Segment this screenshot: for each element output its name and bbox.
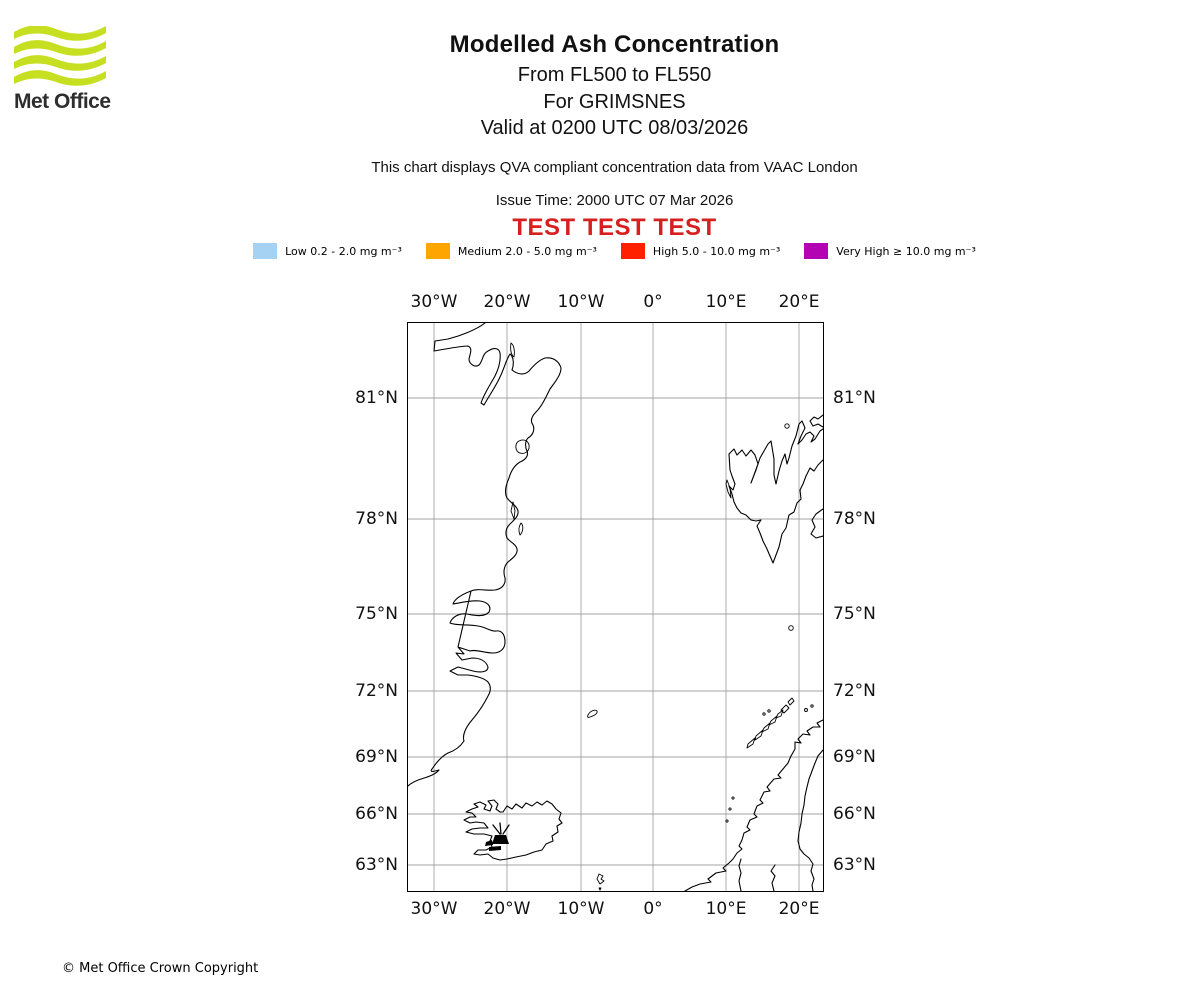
legend-item-high: High 5.0 - 10.0 mg m⁻³ bbox=[620, 243, 781, 259]
met-office-logo: Met Office bbox=[14, 26, 124, 114]
coastline-norway bbox=[684, 719, 823, 891]
islands-lofoten bbox=[725, 697, 814, 823]
legend-item-medium: Medium 2.0 - 5.0 mg m⁻³ bbox=[425, 243, 597, 259]
lon-label: 20°W bbox=[483, 899, 531, 919]
lat-label: 72°N bbox=[833, 681, 876, 701]
norway-fjord-line bbox=[797, 749, 823, 891]
lat-label: 69°N bbox=[833, 747, 876, 767]
lat-label: 63°N bbox=[355, 855, 398, 875]
legend-label: Low 0.2 - 2.0 mg m⁻³ bbox=[285, 244, 402, 258]
greenland-islets bbox=[510, 342, 530, 536]
lat-label: 81°N bbox=[355, 388, 398, 408]
lat-label: 78°N bbox=[355, 509, 398, 529]
lon-label: 0° bbox=[643, 292, 663, 312]
lat-label: 72°N bbox=[355, 681, 398, 701]
island-jan-mayen bbox=[587, 709, 598, 718]
lat-label: 75°N bbox=[355, 604, 398, 624]
gridlines bbox=[408, 323, 823, 891]
legend-label: Very High ≥ 10.0 mg m⁻³ bbox=[836, 244, 976, 258]
legend-label: High 5.0 - 10.0 mg m⁻³ bbox=[652, 244, 781, 258]
logo-wordmark: Met Office bbox=[14, 90, 111, 113]
volcano-marker bbox=[485, 822, 510, 851]
map-canvas bbox=[408, 323, 823, 891]
lon-label: 0° bbox=[643, 899, 663, 919]
island-bear bbox=[788, 625, 794, 631]
lon-label: 10°W bbox=[557, 899, 605, 919]
islands-faroe bbox=[596, 873, 605, 891]
subtitle-valid-time: Valid at 0200 UTC 08/03/2026 bbox=[480, 117, 749, 139]
lat-label: 81°N bbox=[833, 388, 876, 408]
lon-label: 20°E bbox=[778, 899, 820, 919]
lat-label: 63°N bbox=[833, 855, 876, 875]
coastline-svalbard bbox=[728, 420, 823, 564]
coastline-edgeoya bbox=[810, 508, 823, 539]
legend-label: Medium 2.0 - 5.0 mg m⁻³ bbox=[457, 244, 597, 258]
lon-label: 10°E bbox=[705, 899, 747, 919]
coastline-greenland bbox=[408, 323, 562, 787]
lon-label: 20°W bbox=[483, 292, 531, 312]
coastline-iceland bbox=[463, 799, 563, 861]
lat-label: 75°N bbox=[833, 604, 876, 624]
lat-label: 78°N bbox=[833, 509, 876, 529]
legend-swatch-high bbox=[620, 243, 645, 259]
map-panel: 30°W 20°W 10°W 0° 10°E 20°E 30°W 20°W 10… bbox=[355, 292, 876, 919]
logo-waves-icon bbox=[14, 26, 106, 86]
legend-swatch-medium bbox=[425, 243, 450, 259]
norway-coast-line-2 bbox=[770, 864, 776, 891]
svalbard-islet bbox=[784, 423, 790, 429]
lon-label: 20°E bbox=[778, 292, 820, 312]
island-prins-karls bbox=[725, 479, 732, 499]
legend-item-very-high: Very High ≥ 10.0 mg m⁻³ bbox=[804, 243, 976, 259]
legend-item-low: Low 0.2 - 2.0 mg m⁻³ bbox=[253, 243, 402, 259]
test-banner: TEST TEST TEST bbox=[512, 214, 717, 241]
lon-label: 30°W bbox=[410, 899, 458, 919]
subtitle-flight-levels: From FL500 to FL550 bbox=[517, 64, 712, 86]
legend: Low 0.2 - 2.0 mg m⁻³ Medium 2.0 - 5.0 mg… bbox=[29, 243, 1200, 259]
lon-label: 10°E bbox=[705, 292, 747, 312]
lat-label: 66°N bbox=[833, 804, 876, 824]
legend-swatch-very-high bbox=[804, 243, 829, 259]
norway-coast-line-3 bbox=[738, 858, 742, 891]
issue-time: Issue Time: 2000 UTC 07 Mar 2026 bbox=[495, 192, 734, 209]
copyright-notice: © Met Office Crown Copyright bbox=[62, 961, 259, 976]
lat-label: 66°N bbox=[355, 804, 398, 824]
subtitle-volcano: For GRIMSNES bbox=[543, 91, 686, 113]
lon-label: 30°W bbox=[410, 292, 458, 312]
legend-swatch-low bbox=[253, 243, 278, 259]
coastline-nordaustlandet bbox=[809, 414, 823, 428]
qva-compliance-note: This chart displays QVA compliant concen… bbox=[371, 159, 858, 176]
page-title: Modelled Ash Concentration bbox=[449, 31, 780, 58]
lon-label: 10°W bbox=[557, 292, 605, 312]
lat-label: 69°N bbox=[355, 747, 398, 767]
